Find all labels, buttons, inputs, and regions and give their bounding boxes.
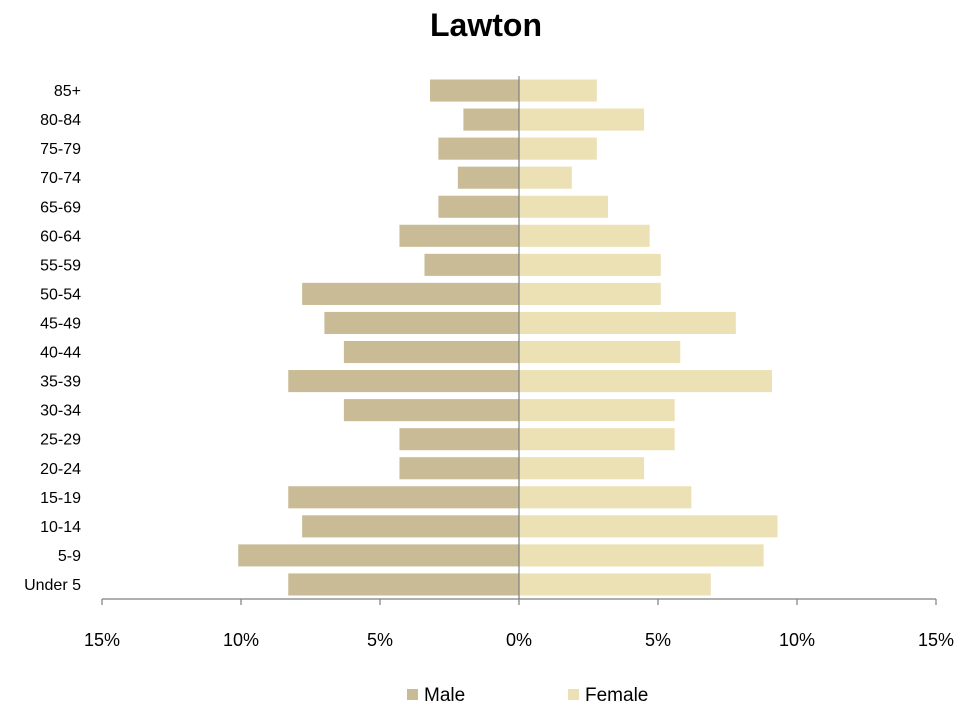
- bar-male-60-64: [399, 224, 519, 247]
- bar-male-50-54: [302, 282, 519, 305]
- bar-male-45-49: [324, 311, 519, 335]
- bar-female-25-29: [519, 428, 675, 451]
- bar-male-40-44: [343, 340, 519, 364]
- bar-female-10-14: [519, 515, 778, 538]
- category-label: 25-29: [40, 432, 81, 449]
- x-tick-label: 10%: [779, 630, 815, 650]
- legend: Male Female: [407, 685, 648, 706]
- x-tick-label: 10%: [223, 630, 259, 650]
- bar-female-35-39: [519, 370, 772, 393]
- category-label: 30-34: [40, 403, 81, 420]
- category-label: Under 5: [24, 577, 81, 594]
- category-label: 20-24: [40, 461, 81, 478]
- bar-male-15-19: [288, 486, 519, 509]
- category-label: 70-74: [40, 170, 81, 187]
- category-label: 10-14: [40, 519, 81, 536]
- bar-male-30-34: [343, 399, 519, 422]
- bar-female-40-44: [519, 340, 681, 364]
- bar-female-5-9: [519, 544, 764, 567]
- bar-male-35-39: [288, 370, 519, 393]
- bar-male-65-69: [438, 195, 519, 218]
- legend-label-male: Male: [424, 685, 465, 706]
- bar-female-15-19: [519, 486, 692, 509]
- category-label: 45-49: [40, 315, 81, 332]
- category-label: 5-9: [58, 548, 81, 565]
- bar-male-20-24: [399, 457, 519, 480]
- bar-male-70-74: [457, 166, 519, 189]
- category-label: 15-19: [40, 490, 81, 507]
- bar-male-75-79: [438, 137, 519, 160]
- bar-female-80-84: [519, 108, 645, 131]
- x-axis: 15% 10% 5% 0% 5% 10% 15%: [84, 76, 954, 650]
- bar-male-10-14: [302, 515, 519, 538]
- bar-female-under-5: [519, 573, 711, 596]
- category-label: 65-69: [40, 199, 81, 216]
- bar-female-60-64: [519, 224, 650, 247]
- bar-female-75-79: [519, 137, 597, 160]
- bar-male-5-9: [238, 544, 519, 567]
- legend-swatch-female: [568, 689, 579, 700]
- legend-swatch-male: [407, 689, 418, 700]
- bar-male-25-29: [399, 428, 519, 451]
- x-tick-label: 5%: [367, 630, 393, 650]
- bar-female-30-34: [519, 399, 675, 422]
- x-tick-label: 0%: [506, 630, 532, 650]
- chart-title: Lawton: [430, 7, 542, 43]
- category-label: 50-54: [40, 286, 81, 303]
- bar-female-50-54: [519, 282, 661, 305]
- bar-female-70-74: [519, 166, 572, 189]
- bar-female-55-59: [519, 253, 661, 276]
- category-label: 60-64: [40, 228, 81, 245]
- bar-female-45-49: [519, 311, 736, 335]
- bar-female-65-69: [519, 195, 608, 218]
- category-label: 55-59: [40, 257, 81, 274]
- category-labels: Under 5 5-9 10-14 15-19 20-24 25-29 30-34 35-39…: [24, 83, 81, 594]
- category-label: 35-39: [40, 374, 81, 391]
- x-tick-label: 15%: [918, 630, 954, 650]
- bar-female-20-24: [519, 457, 645, 480]
- bar-male-80-84: [463, 108, 519, 131]
- category-label: 40-44: [40, 345, 81, 362]
- bar-male-under-5: [288, 573, 519, 596]
- bar-male-85+: [430, 79, 519, 102]
- category-label: 85+: [54, 83, 81, 100]
- legend-label-female: Female: [585, 685, 648, 706]
- bar-male-55-59: [424, 253, 519, 276]
- x-tick-label: 5%: [645, 630, 671, 650]
- bars-group: [238, 79, 778, 596]
- category-label: 75-79: [40, 141, 81, 158]
- category-label: 80-84: [40, 112, 81, 129]
- x-tick-label: 15%: [84, 630, 120, 650]
- bar-female-85+: [519, 79, 597, 102]
